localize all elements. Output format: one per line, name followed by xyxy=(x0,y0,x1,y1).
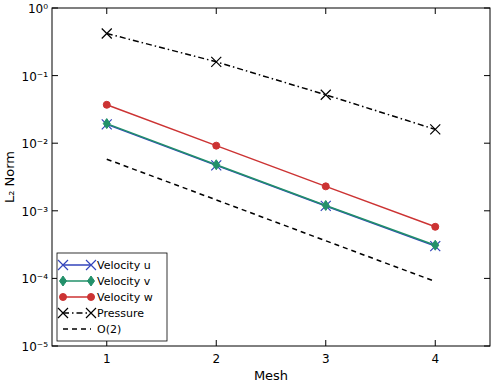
marker xyxy=(102,28,112,38)
marker xyxy=(211,160,221,170)
marker xyxy=(430,241,440,251)
x-tick-label: 2 xyxy=(212,352,220,366)
x-tick-label: 1 xyxy=(103,352,111,366)
marker xyxy=(321,201,331,211)
plot-area xyxy=(102,28,441,281)
x-tick-label: 4 xyxy=(431,352,439,366)
series xyxy=(102,28,441,134)
marker xyxy=(321,90,331,100)
y-tick xyxy=(52,143,58,144)
x-tick xyxy=(325,8,326,14)
series-line xyxy=(107,33,436,129)
legend-box xyxy=(57,253,167,341)
series-line xyxy=(107,124,436,246)
x-tick xyxy=(435,8,436,14)
legend-line xyxy=(63,328,91,330)
marker xyxy=(213,142,220,149)
x-tick xyxy=(106,8,107,14)
y-tick xyxy=(484,75,490,76)
x-tick xyxy=(435,340,436,346)
marker xyxy=(213,160,220,170)
series-line xyxy=(107,124,436,246)
legend-label: Velocity w xyxy=(97,291,153,304)
legend-label: Pressure xyxy=(97,307,144,320)
plot-frame xyxy=(52,8,490,346)
legend-line xyxy=(63,264,91,266)
series xyxy=(103,119,439,251)
series xyxy=(102,119,441,251)
marker xyxy=(432,240,439,250)
marker xyxy=(58,260,68,270)
y-axis-label: L₂ Norm xyxy=(2,151,17,203)
y-tick-label: 10⁰ xyxy=(28,2,48,16)
legend-label: Velocity v xyxy=(97,275,151,288)
x-axis-label: Mesh xyxy=(254,368,288,383)
y-tick-label: 10⁻² xyxy=(22,137,49,151)
y-tick-label: 10⁻³ xyxy=(22,205,49,219)
chart: 1 2 3 4 10⁻⁵ 10⁻⁴ 10⁻³ 10⁻² 10⁻¹ 10⁰ Mesh L₂ Norm Ve… xyxy=(0,0,500,386)
marker xyxy=(102,119,112,129)
marker xyxy=(86,308,96,318)
y-tick xyxy=(484,143,490,144)
marker xyxy=(322,183,329,190)
marker xyxy=(88,294,95,301)
legend-label: Velocity u xyxy=(97,259,151,272)
marker xyxy=(430,124,440,134)
marker xyxy=(432,223,439,230)
legend-line xyxy=(63,280,91,282)
marker xyxy=(322,200,329,210)
x-tick xyxy=(325,340,326,346)
marker xyxy=(58,308,68,318)
marker xyxy=(60,294,67,301)
marker xyxy=(103,101,110,108)
legend-line xyxy=(63,296,91,298)
y-tick-label: 10⁻⁵ xyxy=(22,340,49,354)
y-tick-label: 10⁻⁴ xyxy=(22,272,49,286)
legend: Velocity u Velocity v Velocity w Pressure O(… xyxy=(57,253,167,341)
y-tick xyxy=(52,210,58,211)
marker xyxy=(60,276,67,286)
x-tick xyxy=(216,340,217,346)
marker xyxy=(211,57,221,67)
marker xyxy=(103,119,110,129)
x-tick-label: 3 xyxy=(322,352,330,366)
y-tick xyxy=(52,75,58,76)
x-tick xyxy=(216,8,217,14)
legend-label: O(2) xyxy=(97,323,121,336)
y-tick xyxy=(484,278,490,279)
series-line xyxy=(107,105,436,227)
y-tick xyxy=(484,210,490,211)
marker xyxy=(86,260,96,270)
legend-line xyxy=(63,312,91,314)
y-tick-label: 10⁻¹ xyxy=(22,70,49,84)
marker xyxy=(88,276,95,286)
series xyxy=(103,101,439,230)
